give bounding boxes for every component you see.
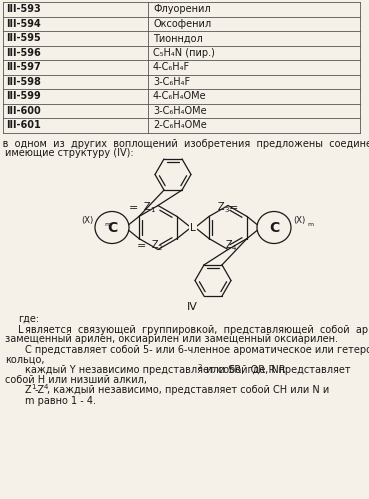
- Text: кольцо,: кольцо,: [5, 354, 45, 364]
- Text: 3-C₆H₄OMe: 3-C₆H₄OMe: [153, 106, 207, 116]
- Text: C: C: [107, 221, 117, 235]
- Text: m равно 1 - 4.: m равно 1 - 4.: [25, 396, 96, 406]
- Text: Z: Z: [25, 385, 32, 395]
- Text: III-599: III-599: [6, 91, 41, 101]
- Text: Тионндол: Тионндол: [153, 33, 203, 43]
- Text: 4-C₆H₄F: 4-C₆H₄F: [153, 62, 190, 72]
- Text: III-601: III-601: [6, 120, 41, 130]
- Text: IV: IV: [187, 301, 197, 311]
- Text: L: L: [18, 325, 24, 335]
- Text: III-593: III-593: [6, 4, 41, 14]
- Text: C представляет собой 5- или 6-членное ароматическое или гетероароматическое: C представляет собой 5- или 6-членное ар…: [25, 345, 369, 355]
- Text: 3: 3: [224, 207, 228, 213]
- Text: Z: Z: [218, 202, 225, 212]
- Text: III-595: III-595: [6, 33, 41, 43]
- Text: Флуоренил: Флуоренил: [153, 4, 211, 14]
- Text: (X): (X): [81, 216, 93, 225]
- Text: Еще  в  одном  из  других  воплощений  изобретения  предложены  соединения,: Еще в одном из других воплощений изобрет…: [0, 139, 369, 149]
- Text: III-598: III-598: [6, 77, 41, 87]
- Text: III-597: III-597: [6, 62, 41, 72]
- Text: -Z: -Z: [35, 385, 45, 395]
- Text: Оксофенил: Оксофенил: [153, 19, 211, 29]
- Text: 2: 2: [158, 245, 162, 250]
- Text: является  связующей  группировкой,  представляющей  собой  арилен,: является связующей группировкой, предста…: [25, 325, 369, 335]
- Text: 2: 2: [198, 364, 202, 370]
- Text: 4: 4: [232, 245, 237, 250]
- Text: замещенный арилен, оксиарилен или замещенный оксиарилен.: замещенный арилен, оксиарилен или замеще…: [5, 334, 338, 344]
- Text: III-594: III-594: [6, 19, 41, 29]
- Text: L: L: [190, 223, 196, 233]
- Text: или SR, где R представляет: или SR, где R представляет: [203, 365, 351, 375]
- Text: имеющие структуру (IV):: имеющие структуру (IV):: [5, 148, 134, 158]
- Text: =: =: [137, 242, 146, 251]
- Text: III-600: III-600: [6, 106, 41, 116]
- Text: C: C: [269, 221, 279, 235]
- Text: 1: 1: [31, 384, 35, 390]
- Text: 1: 1: [150, 207, 155, 213]
- Text: 2-C₆H₄OMe: 2-C₆H₄OMe: [153, 120, 207, 130]
- Text: 4-C₆H₄OMe: 4-C₆H₄OMe: [153, 91, 207, 101]
- Text: собой H или низший алкил,: собой H или низший алкил,: [5, 375, 147, 385]
- Text: где:: где:: [18, 313, 39, 323]
- Text: m: m: [104, 222, 110, 227]
- Text: =: =: [129, 204, 138, 214]
- Text: Z: Z: [226, 240, 232, 250]
- Text: 4: 4: [44, 384, 48, 390]
- Text: каждый Y независимо представляет собой OR, NR: каждый Y независимо представляет собой O…: [25, 365, 286, 375]
- Text: III-596: III-596: [6, 48, 41, 58]
- Text: , каждый независимо, представляет собой CH или N и: , каждый независимо, представляет собой …: [47, 385, 329, 395]
- Text: m: m: [307, 222, 313, 227]
- Text: =: =: [229, 204, 238, 214]
- Text: C₅H₄N (пир.): C₅H₄N (пир.): [153, 48, 215, 58]
- Text: 3-C₆H₄F: 3-C₆H₄F: [153, 77, 190, 87]
- Text: Z: Z: [152, 240, 159, 250]
- Text: Z: Z: [144, 202, 151, 212]
- Text: (X): (X): [293, 216, 305, 225]
